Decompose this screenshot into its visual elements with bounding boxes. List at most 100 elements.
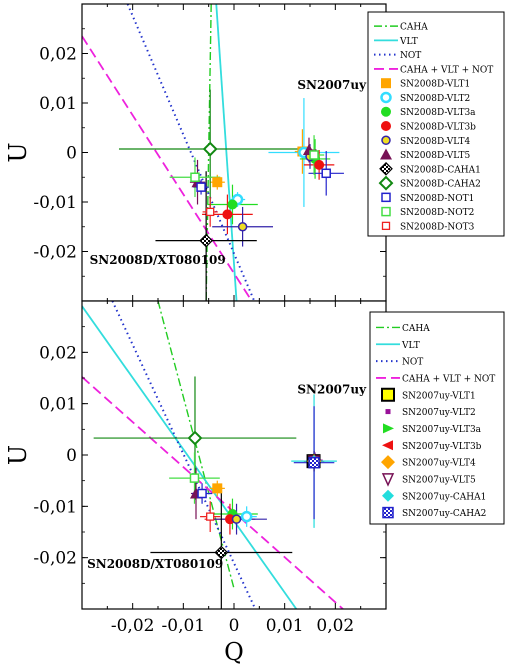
y-tick-label: 0,01 [39, 395, 77, 415]
y-tick-label: 0 [66, 446, 77, 466]
point-p1-10 [206, 512, 215, 521]
x-tick-label: 0,01 [266, 616, 304, 636]
legend-entry-caha-vlt-not: CAHA + VLT + NOT [376, 374, 495, 384]
legend-marker-sn2007uy-vlt4 [381, 455, 395, 470]
x-axis-1: -0,02 -0,01 0 0,01 0,02 [81, 301, 387, 636]
legend-label: SN2007uy-VLT2 [402, 408, 476, 418]
y-tick-label: -0,02 [33, 243, 77, 263]
point-sn2008d-caha2 [202, 141, 218, 157]
legend-marker-sn2008d-caha1 [379, 161, 393, 176]
line-vlt-1 [82, 305, 298, 609]
legend-entry-sn2007uy-vlt4: SN2007uy-VLT4 [381, 455, 476, 470]
point-p0-17 [321, 168, 331, 179]
legend-entry-sn2008d-vlt2: SN2008D-VLT2 [380, 91, 470, 104]
legend-label: SN2008D-VLT3b [400, 123, 476, 133]
point-sn2008d-vlt3b [222, 209, 233, 220]
legend-label: SN2007uy-CAHA2 [402, 509, 486, 519]
legend-label: NOT [402, 358, 423, 368]
legend-marker-sn2007uy-vlt1 [381, 387, 395, 402]
legend-marker-sn2007uy-vlt2 [385, 409, 391, 415]
legend-entry-sn2007uy-vlt5: SN2007uy-VLT5 [381, 473, 476, 487]
legend-marker-sn2008d-vlt2 [380, 91, 392, 104]
x-tick-label: 0,02 [316, 616, 354, 636]
legend-label: SN2008D-NOT2 [400, 208, 474, 218]
legend-entry-sn2008d-vlt3b: SN2008D-VLT3b [381, 121, 476, 133]
legend-entry-sn2008d-vlt4: SN2008D-VLT4 [381, 135, 470, 147]
point-p1-6 [214, 545, 229, 560]
point-sn2008d-not1 [196, 182, 206, 192]
point-sn2008d-caha1 [199, 233, 213, 248]
point-p0-18 [309, 150, 319, 160]
legend-marker-sn2008d-vlt4 [381, 135, 391, 146]
legend-label: SN2007uy-VLT3b [402, 442, 482, 452]
legend-label: VLT [401, 341, 420, 351]
legend-entry-sn2008d-not3: SN2008D-NOT3 [381, 221, 475, 232]
y-tick-label: 0,02 [39, 45, 77, 65]
legend-marker-sn2008d-vlt1 [381, 78, 391, 89]
legend-label: SN2007uy-VLT3a [402, 425, 482, 435]
y-tick-label: 0,01 [39, 94, 77, 114]
legend-entry-vlt: VLT [374, 37, 418, 47]
legend-0: CAHA VLT NOT CAHA + VLT + NOT SN2008D-VLT1 SN… [367, 11, 505, 237]
legend-entry-sn2007uy-vlt3a: SN2007uy-VLT3a [383, 423, 482, 435]
legend-label: SN2008D-VLT2 [400, 94, 470, 104]
x-tick-label: -0,02 [111, 616, 155, 636]
legend-marker-sn2008d-vlt3a [381, 106, 391, 117]
point-sn2008d-vlt3a [227, 199, 238, 210]
legend-entry-sn2008d-vlt5: SN2008D-VLT5 [380, 148, 470, 161]
legend-marker-sn2007uy-vlt3b [382, 440, 393, 451]
annotation-sn2008d-xt080109: SN2008D/XT080109 [87, 557, 223, 571]
point-p1-7 [187, 430, 203, 446]
legend-label: SN2008D-CAHA2 [400, 180, 481, 190]
legend-entry-sn2007uy-vlt2: SN2007uy-VLT2 [385, 408, 476, 418]
legend-marker-sn2008d-vlt3b [381, 121, 391, 131]
annotation-sn2007uy: SN2007uy [297, 382, 367, 396]
plot-area-0 [82, 4, 386, 301]
point-sn2007uy-caha2 [308, 456, 320, 469]
legend-entry-not: NOT [376, 358, 423, 368]
legend-label: SN2008D-VLT1 [400, 80, 470, 90]
legend-label: CAHA [400, 23, 428, 33]
legend-entry-sn2008d-vlt3a: SN2008D-VLT3a [381, 106, 476, 118]
legend-label: CAHA [402, 324, 430, 334]
line-not-0 [126, 4, 256, 301]
legend-entry-sn2007uy-caha2: SN2007uy-CAHA2 [382, 506, 486, 519]
y-tick-label: 0,02 [39, 343, 77, 363]
legend-marker-sn2007uy-vlt5 [381, 473, 395, 487]
legend-marker-sn2007uy-vlt3a [383, 423, 394, 434]
legend-label: SN2007uy-VLT1 [402, 391, 476, 401]
y-tick-label: -0,02 [33, 549, 77, 569]
point-sn2008d-not3 [206, 207, 215, 217]
x-tick-label: 0 [229, 616, 240, 636]
y-axis-0: 0,02 0,01 0 -0,01 -0,02 [33, 3, 386, 302]
legend-entry-vlt: VLT [376, 341, 420, 351]
legend-entry-sn2008d-caha1: SN2008D-CAHA1 [379, 161, 481, 176]
legend-label: SN2008D-VLT4 [400, 137, 470, 147]
legend-marker-sn2008d-not2 [381, 206, 391, 217]
legend-label: SN2008D-NOT3 [400, 222, 475, 232]
point-p1-4 [231, 514, 242, 524]
point-sn2008d-vlt4 [237, 222, 248, 232]
legend-entry-not: NOT [374, 51, 421, 61]
legend-marker-sn2008d-caha2 [378, 175, 394, 191]
legend-label: SN2008D-VLT5 [400, 151, 470, 161]
y-tick-label: -0,01 [33, 193, 77, 213]
legend-entry-caha-vlt-not: CAHA + VLT + NOT [374, 65, 493, 75]
legend-marker-sn2008d-not3 [381, 221, 391, 231]
point-p1-8 [197, 488, 207, 499]
y-tick-label: 0 [66, 144, 77, 164]
y-axis-label-1: U [4, 445, 32, 465]
legend-1: CAHA VLT NOT CAHA + VLT + NOT SN2007uy-VLT1 S… [369, 311, 505, 525]
legend-label: VLT [399, 37, 418, 47]
annotation-sn2008d-xt080109: SN2008D/XT080109 [90, 253, 226, 267]
legend-entry-sn2008d-caha2: SN2008D-CAHA2 [378, 175, 481, 191]
legend-marker-sn2008d-vlt5 [380, 148, 392, 160]
legend-label: NOT [400, 51, 421, 61]
legend-entry-sn2007uy-caha1: SN2007uy-CAHA1 [382, 489, 486, 502]
y-tick-label: -0,01 [33, 497, 77, 517]
legend-label: SN2008D-NOT1 [400, 194, 474, 204]
legend-label: SN2008D-CAHA1 [400, 165, 481, 175]
panel-top: 0,02 0,01 0 -0,01 -0,02 U SN2007uy SN2008D/XT08… [4, 3, 505, 302]
legend-entry-caha: CAHA [376, 324, 430, 334]
